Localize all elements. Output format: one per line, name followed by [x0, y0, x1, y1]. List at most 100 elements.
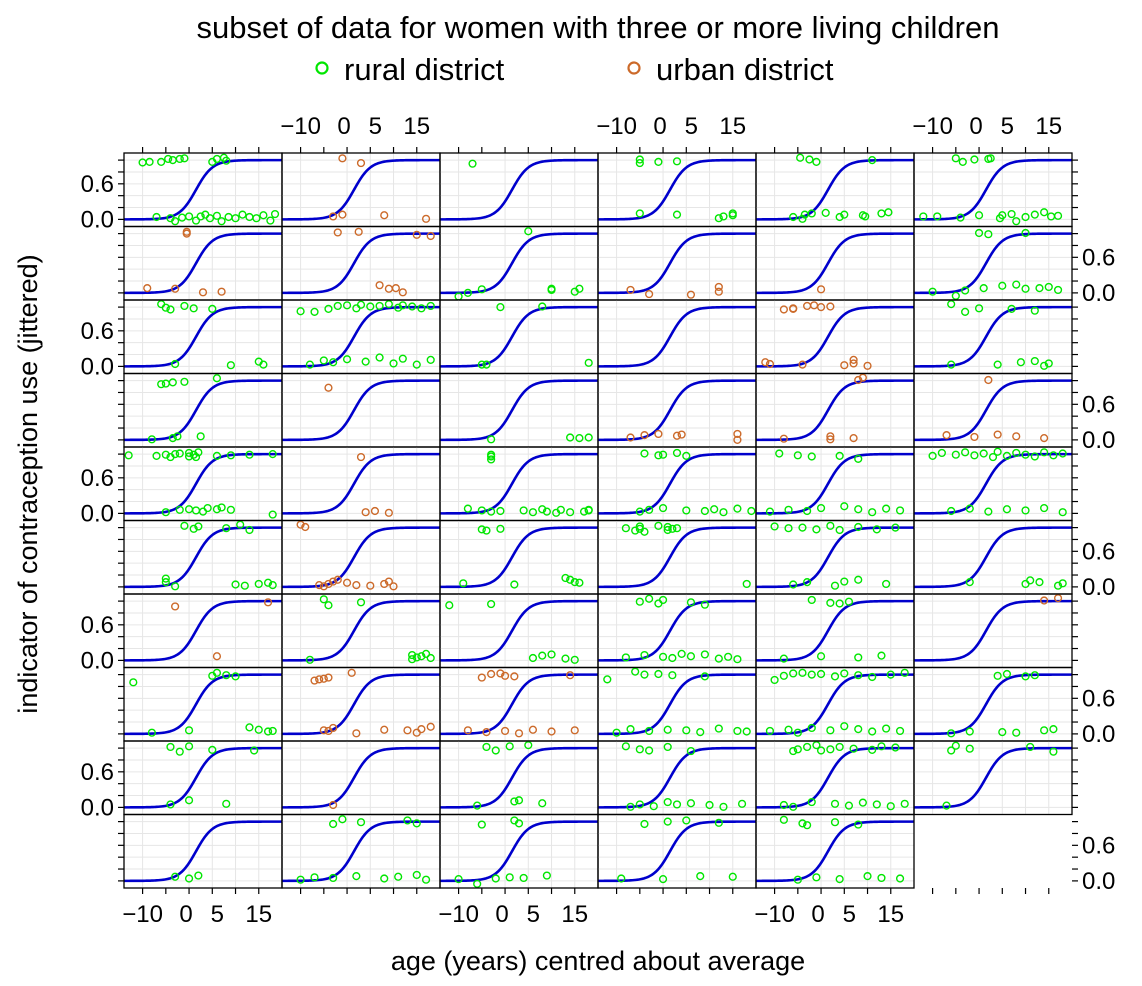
- data-point: [463, 288, 472, 297]
- data-point: [226, 505, 235, 514]
- data-point: [164, 154, 173, 164]
- panel: [281, 152, 441, 228]
- data-point: [161, 578, 170, 587]
- panel: [123, 446, 283, 522]
- data-point: [468, 159, 477, 168]
- data-point: [561, 654, 570, 663]
- data-point: [161, 574, 170, 583]
- panel: [439, 666, 599, 742]
- fitted-curve: [439, 452, 599, 515]
- data-point: [635, 155, 644, 164]
- data-point: [482, 728, 491, 737]
- data-point: [1012, 280, 1021, 289]
- data-point: [380, 579, 389, 589]
- x-tick-label: 0: [337, 113, 350, 140]
- data-point: [1021, 212, 1030, 222]
- data-point: [236, 520, 245, 529]
- data-point: [356, 158, 366, 168]
- data-point: [663, 797, 672, 807]
- data-point: [266, 216, 275, 225]
- data-point: [807, 797, 816, 807]
- panel: [755, 152, 915, 228]
- data-point: [240, 581, 249, 590]
- data-point: [342, 355, 352, 364]
- data-point: [333, 228, 342, 237]
- data-point: [1026, 742, 1035, 752]
- data-point: [196, 432, 205, 441]
- data-point: [970, 155, 979, 164]
- data-point: [742, 579, 751, 589]
- data-point: [1058, 449, 1067, 458]
- data-point: [635, 597, 644, 606]
- panel: [439, 299, 599, 375]
- data-point: [245, 525, 254, 535]
- data-point: [212, 154, 222, 164]
- data-point: [177, 213, 187, 222]
- data-point: [496, 303, 505, 312]
- data-point: [398, 301, 407, 310]
- data-point: [547, 727, 556, 736]
- data-point: [877, 651, 886, 660]
- data-point: [426, 231, 435, 241]
- data-point: [1026, 576, 1035, 585]
- legend: rural district urban district: [315, 52, 834, 87]
- legend-marker: [627, 61, 641, 75]
- data-point: [1053, 285, 1063, 295]
- data-point: [858, 798, 867, 807]
- y-tick-label: 0.0: [1082, 280, 1115, 307]
- data-point: [835, 525, 844, 535]
- data-point: [1002, 669, 1012, 679]
- x-tick-label: 0: [811, 901, 824, 928]
- data-point: [352, 304, 361, 313]
- data-point: [784, 725, 793, 734]
- data-point: [324, 673, 333, 682]
- fitted-curve: [597, 232, 757, 295]
- data-point: [798, 214, 807, 223]
- data-point: [728, 872, 737, 881]
- data-point: [575, 284, 584, 293]
- data-point: [640, 449, 649, 458]
- data-point: [816, 503, 826, 513]
- data-point: [863, 872, 872, 881]
- data-point: [252, 214, 261, 223]
- data-point: [412, 819, 421, 828]
- data-point: [733, 726, 742, 736]
- data-point: [361, 508, 370, 517]
- fitted-curve: [439, 599, 599, 662]
- data-point: [584, 358, 593, 367]
- data-point: [482, 742, 491, 752]
- data-point: [947, 300, 956, 309]
- data-point: [798, 360, 807, 369]
- data-point: [166, 742, 175, 752]
- data-point: [854, 820, 863, 829]
- data-point: [895, 726, 905, 736]
- data-point: [333, 301, 342, 311]
- data-point: [998, 211, 1007, 220]
- data-point: [245, 723, 254, 732]
- data-point: [152, 451, 161, 460]
- data-point: [487, 452, 496, 461]
- data-point: [798, 668, 807, 677]
- data-point: [208, 304, 217, 313]
- data-point: [366, 581, 375, 590]
- data-point: [654, 669, 663, 679]
- data-point: [173, 432, 182, 441]
- panel: [123, 299, 283, 375]
- panel: [281, 666, 441, 742]
- data-point: [826, 302, 835, 311]
- data-point: [487, 455, 496, 464]
- chart-title: subset of data for women with three or m…: [197, 10, 1000, 45]
- data-point: [584, 433, 593, 442]
- data-point: [342, 578, 352, 587]
- data-point: [421, 649, 431, 658]
- fitted-curve: [913, 158, 1073, 221]
- data-point: [812, 525, 821, 534]
- panel: [913, 666, 1073, 742]
- fitted-curve: [755, 158, 915, 221]
- data-point: [993, 430, 1002, 439]
- data-point: [654, 429, 663, 439]
- data-point: [812, 157, 821, 166]
- data-point: [315, 581, 324, 590]
- panel: [913, 225, 1073, 301]
- data-point: [986, 154, 995, 163]
